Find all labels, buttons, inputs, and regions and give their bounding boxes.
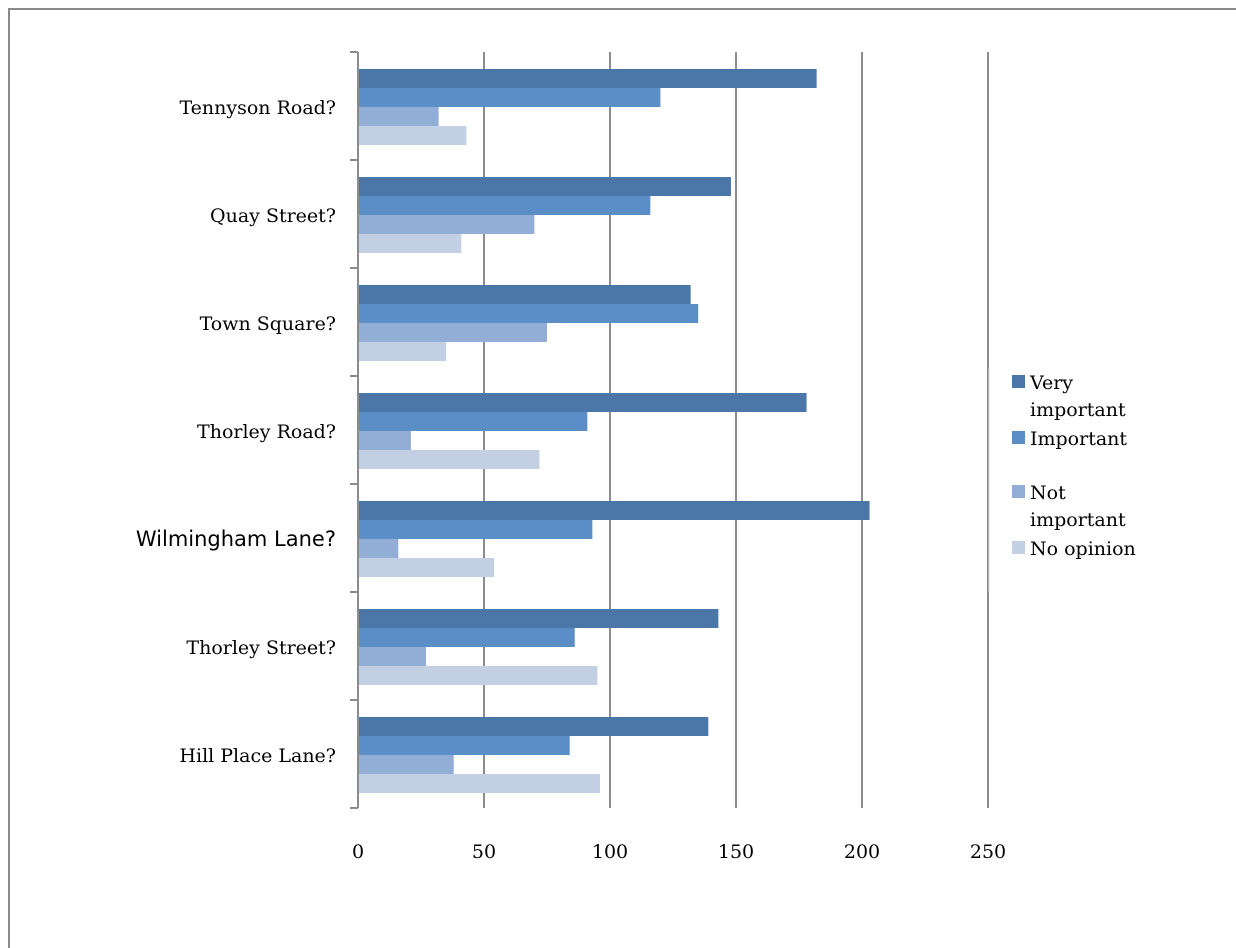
legend-label: Very important [1029, 372, 1126, 421]
bar-not-important [358, 647, 427, 666]
x-tick-label: 100 [592, 841, 628, 863]
category-label: Thorley Street? [186, 637, 336, 659]
bar-important [358, 628, 575, 647]
bar-very-important [358, 69, 817, 88]
bar-very-important [358, 717, 709, 736]
legend-swatch [1012, 431, 1025, 444]
legend-swatch [1012, 485, 1025, 498]
bar-important [358, 304, 699, 323]
bar-no-opinion [358, 774, 600, 793]
legend-swatch [1012, 375, 1025, 388]
bar-no-opinion [358, 234, 462, 253]
category-label: Quay Street? [210, 205, 336, 227]
x-tick-label: 50 [472, 841, 496, 863]
bar-no-opinion [358, 450, 540, 469]
x-tick-label: 250 [970, 841, 1006, 863]
bar-no-opinion [358, 126, 467, 145]
x-tick-label: 200 [844, 841, 880, 863]
bar-not-important [358, 107, 439, 126]
bar-not-important [358, 431, 411, 450]
bar-no-opinion [358, 558, 495, 577]
bar-very-important [358, 285, 691, 304]
bar-very-important [358, 609, 719, 628]
category-label: Wilmingham Lane? [136, 527, 336, 551]
bar-very-important [358, 501, 870, 520]
bar-not-important [358, 539, 399, 558]
bar-important [358, 412, 588, 431]
x-tick-label: 150 [718, 841, 754, 863]
legend-label: Not important [1030, 482, 1126, 531]
bar-important [358, 520, 593, 539]
labels: 0 50 100 150 200 250 Tennyson Road? Quay Street… [136, 97, 1006, 863]
bar-important [358, 736, 570, 755]
bar-important [358, 196, 651, 215]
bar-very-important [358, 177, 731, 196]
bar-not-important [358, 323, 547, 342]
bar-no-opinion [358, 666, 598, 685]
bar-not-important [358, 215, 535, 234]
axes [350, 51, 359, 809]
bar-important [358, 88, 661, 107]
category-label: Tennyson Road? [179, 97, 336, 119]
legend-label: Important [1030, 428, 1127, 450]
legend-swatch [1012, 541, 1025, 554]
bar-not-important [358, 755, 454, 774]
category-label: Town Square? [200, 313, 336, 335]
category-label: Hill Place Lane? [179, 745, 336, 767]
bars [358, 69, 870, 793]
legend: Very important Important Not important No opi… [988, 368, 1136, 592]
category-label: Thorley Road? [197, 421, 336, 443]
x-tick-label: 0 [352, 841, 364, 863]
bar-very-important [358, 393, 807, 412]
page-frame [8, 8, 1236, 948]
bar-no-opinion [358, 342, 447, 361]
legend-label: No opinion [1030, 538, 1136, 560]
